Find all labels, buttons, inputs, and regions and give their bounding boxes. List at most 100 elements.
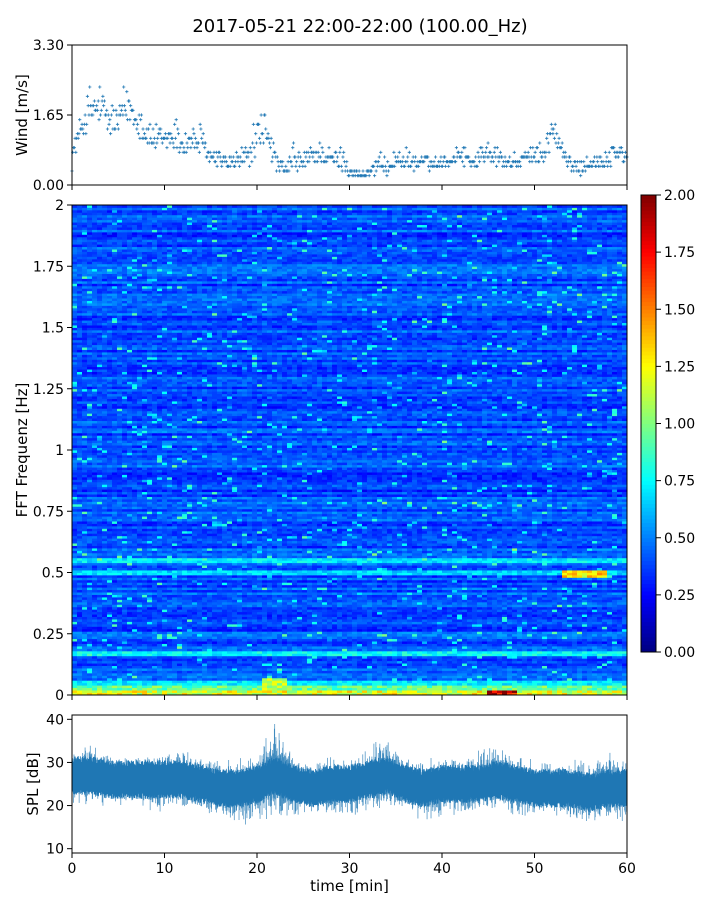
spectrogram-cell bbox=[467, 663, 472, 666]
spectrogram-cell bbox=[547, 631, 552, 634]
spectrogram-cell bbox=[267, 658, 272, 661]
spectrogram-cell bbox=[137, 631, 142, 634]
spectrogram-cell bbox=[107, 609, 112, 612]
spectrogram-cell bbox=[227, 675, 232, 678]
spectrogram-cell bbox=[352, 614, 357, 617]
spectrogram-cell bbox=[432, 636, 437, 639]
spectrogram-cell bbox=[112, 607, 117, 610]
spectrogram-cell bbox=[97, 666, 102, 669]
spectrogram-cell bbox=[617, 666, 622, 669]
spectrogram-cell bbox=[522, 612, 527, 615]
spectrogram-cell bbox=[392, 646, 397, 649]
spectrogram-cell bbox=[387, 688, 392, 691]
spectrogram-cell bbox=[152, 680, 157, 683]
spectrogram-cell bbox=[292, 639, 297, 642]
spectrogram-cell bbox=[437, 604, 442, 607]
spectrogram-cell bbox=[157, 648, 162, 651]
spectrogram-cell bbox=[87, 607, 92, 610]
spectrogram-cell bbox=[312, 678, 317, 681]
spectrogram-cell bbox=[392, 604, 397, 607]
spectrogram-cell bbox=[112, 636, 117, 639]
spectrogram-cell bbox=[592, 680, 597, 683]
spectrogram-cell bbox=[352, 675, 357, 678]
spectrogram-cell bbox=[72, 634, 77, 637]
spectrogram-cell bbox=[412, 666, 417, 669]
spectrogram-cell bbox=[502, 644, 507, 647]
spectrogram-cell bbox=[602, 629, 607, 632]
spectrogram-cell bbox=[522, 651, 527, 654]
spectrogram-cell bbox=[327, 644, 332, 647]
spectrogram-cell bbox=[332, 658, 337, 661]
spectrogram-cell bbox=[252, 688, 257, 691]
spectrogram-cell bbox=[232, 614, 237, 617]
spectrogram-cell bbox=[452, 671, 457, 674]
spectrogram-cell bbox=[162, 607, 167, 610]
spectrogram-cell bbox=[557, 648, 562, 651]
spectrogram-cell bbox=[152, 607, 157, 610]
spectrogram-cell bbox=[287, 619, 292, 622]
spectrogram-cell bbox=[322, 607, 327, 610]
spectrogram-cell bbox=[572, 639, 577, 642]
spectrogram-cell bbox=[267, 656, 272, 659]
spectrogram-cell bbox=[487, 651, 492, 654]
spectrogram-cell bbox=[432, 653, 437, 656]
spectrogram-cell bbox=[547, 688, 552, 691]
spectrogram-cell bbox=[482, 629, 487, 632]
spectrogram-cell bbox=[447, 622, 452, 625]
spectrogram-cell bbox=[432, 651, 437, 654]
spectrogram-cell bbox=[172, 619, 177, 622]
spectrogram-cell bbox=[487, 683, 492, 686]
spectrogram-cell bbox=[277, 673, 282, 676]
spectrogram-cell bbox=[247, 599, 252, 602]
spectrogram-cell bbox=[72, 631, 77, 634]
spectrogram-cell bbox=[427, 690, 432, 693]
spectrogram-cell bbox=[162, 688, 167, 691]
spectrogram-cell bbox=[207, 629, 212, 632]
spectrogram-cell bbox=[337, 688, 342, 691]
spectrogram-cell bbox=[537, 604, 542, 607]
spectrogram-cell bbox=[527, 680, 532, 683]
spectrogram-cell bbox=[177, 688, 182, 691]
spectrogram-cell bbox=[142, 631, 147, 634]
spectrogram-cell bbox=[302, 668, 307, 671]
spectrogram-cell bbox=[227, 653, 232, 656]
spectrogram-cell bbox=[502, 622, 507, 625]
spectrogram-cell bbox=[202, 644, 207, 647]
spectrogram-cell bbox=[377, 641, 382, 644]
spectrogram-cell bbox=[477, 634, 482, 637]
spectrogram-cell bbox=[277, 619, 282, 622]
spectrogram-cell bbox=[157, 646, 162, 649]
spectrogram-cell bbox=[457, 675, 462, 678]
spectrogram-cell bbox=[167, 641, 172, 644]
spectrogram-cell bbox=[312, 602, 317, 605]
spectrogram-cell bbox=[362, 685, 367, 688]
spectrogram-cell bbox=[92, 656, 97, 659]
spectrogram-cell bbox=[412, 656, 417, 659]
spectrogram-cell bbox=[367, 639, 372, 642]
spectrogram-cell bbox=[277, 614, 282, 617]
spectrogram-cell bbox=[292, 675, 297, 678]
spectrogram-cell bbox=[182, 629, 187, 632]
spectrogram-cell bbox=[252, 612, 257, 615]
spectrogram-cell bbox=[327, 668, 332, 671]
spectrogram-cell bbox=[142, 614, 147, 617]
spectrogram-cell bbox=[382, 685, 387, 688]
spectrogram-cell bbox=[312, 680, 317, 683]
spectrogram-cell bbox=[337, 683, 342, 686]
spectrogram-cell bbox=[87, 671, 92, 674]
spectrogram-cell bbox=[537, 656, 542, 659]
spectrogram-cell bbox=[332, 685, 337, 688]
spectrogram-cell bbox=[527, 612, 532, 615]
spectrogram-cell bbox=[117, 614, 122, 617]
spectrogram-cell bbox=[222, 678, 227, 681]
spectrogram-cell bbox=[232, 639, 237, 642]
spectrogram-cell bbox=[517, 614, 522, 617]
spectrogram-cell bbox=[112, 671, 117, 674]
spectrogram-cell bbox=[447, 646, 452, 649]
spectrogram-cell bbox=[287, 641, 292, 644]
spectrogram-cell bbox=[327, 614, 332, 617]
spectrogram-cell bbox=[317, 622, 322, 625]
spectrogram-cell bbox=[417, 685, 422, 688]
spectrogram-cell bbox=[172, 661, 177, 664]
spectrogram-cell bbox=[337, 612, 342, 615]
